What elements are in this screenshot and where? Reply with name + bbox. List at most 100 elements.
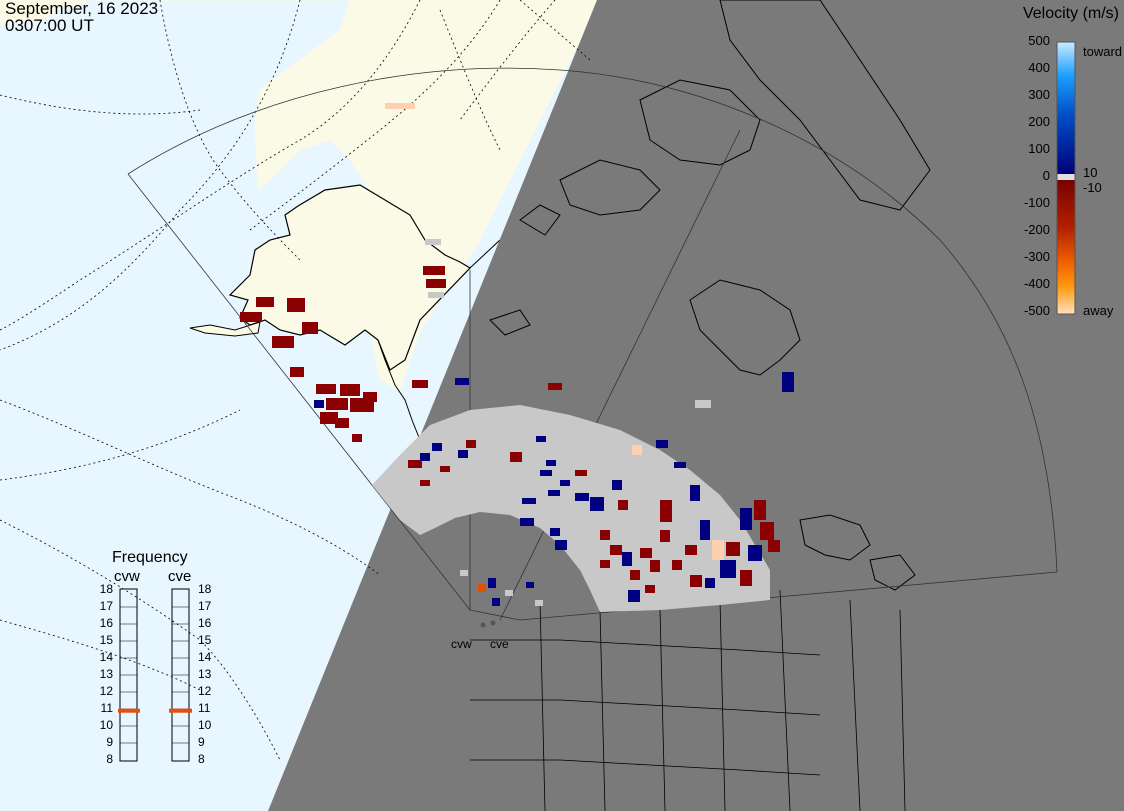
freq-scale-right-label: 12 [198,684,212,698]
range-cell [560,480,570,486]
range-cell [492,598,500,606]
range-cell [720,560,736,578]
range-cell [632,445,642,455]
range-cell [426,279,446,288]
range-cell [320,412,338,424]
colorbar-tick-label: 100 [1028,141,1050,156]
alaska-land [228,184,471,371]
velocity-cells [240,103,794,606]
range-cell [240,312,262,322]
range-cell [335,418,349,428]
freq-current-marker [118,708,140,713]
frequency-bars [118,588,192,762]
freq-scale-left-label: 11 [100,701,113,715]
freq-radar-cve-label: cve [168,568,192,585]
range-cell [350,398,374,412]
freq-scale-right-label: 16 [198,616,212,630]
range-cell [674,462,686,468]
range-cell [505,590,513,596]
range-cell [656,440,668,448]
graticule [0,0,591,761]
range-cell [628,590,640,602]
freq-scale-right-label: 13 [198,667,212,681]
range-cell [363,392,377,402]
station-cvw-marker [480,622,486,628]
range-cell [458,450,468,458]
range-cell [522,498,536,504]
range-cell [612,480,622,490]
range-cell [450,460,460,468]
range-cell [302,322,318,334]
range-cell [618,500,628,510]
range-cell [630,570,640,580]
range-cell [420,480,430,486]
range-cell [600,560,610,568]
colorbar-tick-label: -200 [1023,222,1050,237]
range-cell [575,493,589,501]
freq-scale-right-label: 9 [198,735,205,749]
range-cell [685,545,697,555]
range-cell [272,336,294,348]
colorbar-plus10-label: 10 [1083,165,1098,180]
range-cell [478,584,486,592]
colorbar-tick-label: 500 [1028,33,1050,48]
range-cell [740,570,752,586]
date-label: September, 16 2023 [5,0,159,18]
range-cell [352,434,362,442]
range-cell [466,440,476,448]
range-cell [425,239,441,245]
range-cell [428,292,444,298]
range-cell [526,582,534,588]
range-cell [768,540,780,552]
range-cell [690,485,700,501]
range-cell [700,520,710,540]
range-cell [385,103,415,109]
range-cell [660,530,670,542]
freq-scale-right-label: 15 [198,633,212,647]
colorbar-tick-label: -500 [1023,303,1050,318]
range-cell [690,575,702,587]
colorbar-tick-label: -300 [1023,249,1050,264]
range-cell [782,372,794,392]
range-cell [326,398,348,410]
freq-scale-right-label: 8 [198,752,205,766]
range-cell [290,367,304,377]
colorbar-tick-label: 200 [1028,114,1050,129]
station-cve-marker [490,620,496,626]
range-cell [555,540,567,550]
range-cell [672,560,682,570]
freq-current-marker [169,708,192,713]
range-cell [548,383,562,390]
freq-scale-left-label: 10 [99,718,113,732]
colorbar-tick-label: -100 [1023,195,1050,210]
colorbar-tick-label: 0 [1042,168,1050,183]
range-cell [455,378,469,385]
frequency-title: Frequency [112,549,188,566]
freq-scale-left-label: 16 [99,616,113,630]
range-cell [600,530,610,540]
velocity-colorbar [1056,41,1076,315]
range-cell [412,380,428,388]
range-cell [546,460,556,466]
range-cell [550,528,560,536]
colorbar-tick-label: 300 [1028,87,1050,102]
range-cell [287,298,305,312]
range-cell [316,384,336,394]
range-cell [650,560,660,572]
range-cell [610,545,622,555]
range-cell [460,570,468,576]
range-cell [423,266,445,275]
range-cell [740,508,752,530]
freq-scale-left-label: 17 [99,599,113,613]
colorbar-tick-label: 400 [1028,60,1050,75]
freq-scale-left-label: 13 [99,667,113,681]
range-cell [510,452,522,462]
siberia-land [0,0,601,391]
ground-scatter-region [372,405,770,612]
range-cell [695,400,711,408]
colorbar-title: Velocity (m/s) [1022,5,1119,22]
range-cell [488,578,496,588]
range-cell [490,430,502,440]
range-cell [420,453,430,461]
